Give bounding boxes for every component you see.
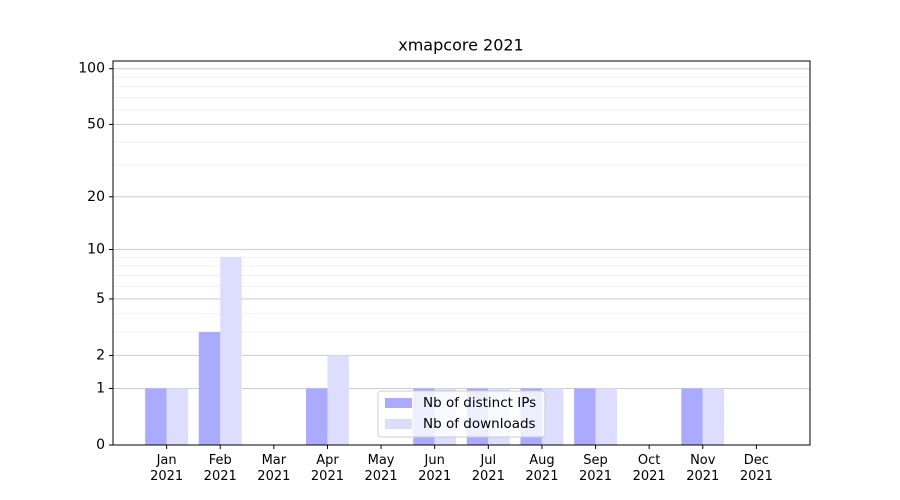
bar [198, 331, 221, 445]
y-tick-label: 100 [78, 61, 105, 77]
bar [681, 388, 703, 445]
y-tick-label: 0 [96, 437, 105, 453]
bar [595, 388, 617, 445]
legend-label: Nb of downloads [423, 416, 536, 432]
x-tick-label: Oct 2021 [632, 453, 666, 484]
bar [541, 388, 564, 445]
legend-swatch [385, 419, 412, 429]
plot-frame [112, 60, 811, 446]
x-tick-label: Aug 2021 [525, 453, 559, 484]
bar [145, 388, 167, 445]
y-tick-label: 2 [96, 347, 105, 363]
legend: Nb of distinct IPs Nb of downloads [377, 390, 546, 438]
x-tick-label: Dec 2021 [739, 453, 773, 484]
y-tick-label: 50 [87, 116, 105, 132]
y-tick-label: 10 [87, 241, 105, 257]
y-tick-label: 20 [87, 189, 105, 205]
chart-title: xmapcore 2021 [398, 36, 523, 55]
x-tick-label: Jul 2021 [471, 453, 505, 484]
bar [574, 388, 596, 445]
bar [327, 355, 349, 445]
bar [166, 388, 189, 445]
x-tick-label: Feb 2021 [203, 453, 237, 484]
y-tick-label: 5 [96, 291, 105, 307]
legend-swatch [385, 398, 412, 408]
y-tick-label: 1 [96, 380, 105, 396]
bar [702, 388, 725, 445]
x-tick-label: Jan 2021 [150, 453, 184, 484]
x-tick-label: May 2021 [364, 453, 398, 484]
bar [220, 257, 242, 445]
legend-label: Nb of distinct IPs [423, 395, 536, 411]
bar [306, 388, 328, 445]
x-tick-label: Sep 2021 [578, 453, 613, 484]
x-tick-label: Jun 2021 [418, 453, 452, 484]
x-tick-label: Apr 2021 [310, 453, 344, 484]
x-tick-label: Mar 2021 [257, 453, 291, 484]
legend-box [377, 390, 546, 438]
x-tick-label: Nov 2021 [686, 453, 720, 484]
